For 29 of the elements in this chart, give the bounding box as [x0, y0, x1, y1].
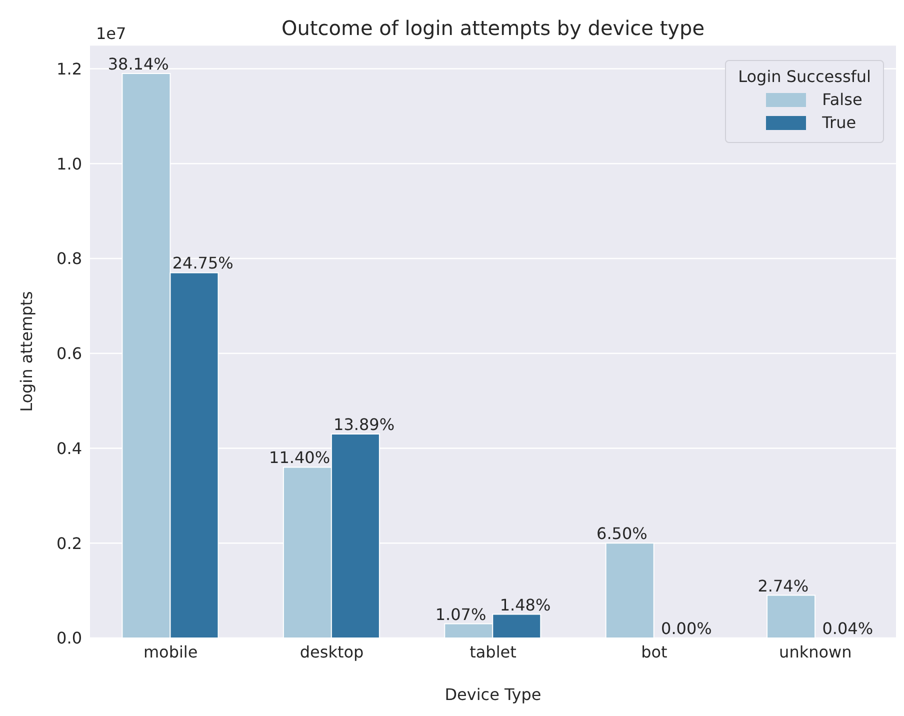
x-tick-label: bot: [641, 642, 668, 662]
x-tick-label: unknown: [779, 642, 852, 662]
annotation: 11.40%: [269, 448, 330, 468]
text: 1e7: [96, 24, 126, 43]
x-tick-label: mobile: [143, 642, 198, 662]
annotation: 24.75%: [172, 254, 234, 273]
annotation: 1.48%: [500, 595, 551, 614]
y-tick-label: 0.0: [56, 628, 82, 648]
annotation: 6.50%: [596, 524, 648, 544]
chart-title: Outcome of login attempts by device type: [281, 16, 704, 40]
annotation: 0.00%: [661, 619, 712, 638]
annotation: 1.07%: [435, 604, 486, 624]
y-tick-label: 0.4: [56, 438, 82, 458]
legend-label: True: [822, 113, 856, 132]
x-axis-title: Device Type: [444, 685, 542, 704]
annotation: 0.04%: [822, 619, 874, 638]
legend-title: Login Successful: [738, 67, 871, 86]
y-tick-label: 1.0: [56, 154, 82, 174]
annotation: 38.14%: [108, 54, 169, 74]
annotation: 2.74%: [758, 576, 809, 596]
y-axis-title: Login attempts: [16, 291, 36, 412]
y-tick-label: 0.2: [56, 534, 82, 553]
y-tick-label: 1.2: [56, 59, 82, 78]
y-tick-label: 0.6: [56, 344, 82, 364]
annotation: 13.89%: [334, 415, 395, 434]
legend-label: False: [822, 90, 862, 109]
x-tick-label: desktop: [300, 642, 364, 662]
y-tick-label: 0.8: [56, 249, 82, 268]
x-tick-label: tablet: [470, 642, 516, 662]
